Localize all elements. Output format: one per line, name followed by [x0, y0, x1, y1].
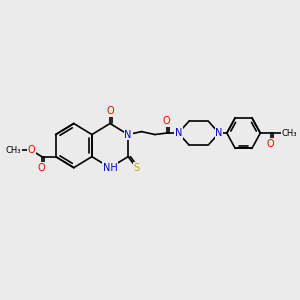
Text: O: O [163, 116, 170, 126]
Text: N: N [215, 128, 223, 138]
Text: O: O [106, 106, 114, 116]
Text: N: N [124, 130, 132, 140]
Text: S: S [134, 163, 140, 173]
Text: O: O [266, 139, 274, 149]
Text: CH₃: CH₃ [6, 146, 21, 154]
Text: NH: NH [103, 163, 117, 173]
Text: CH₃: CH₃ [281, 129, 297, 138]
Text: N: N [175, 128, 182, 138]
Text: O: O [27, 145, 35, 155]
Text: O: O [38, 163, 46, 173]
